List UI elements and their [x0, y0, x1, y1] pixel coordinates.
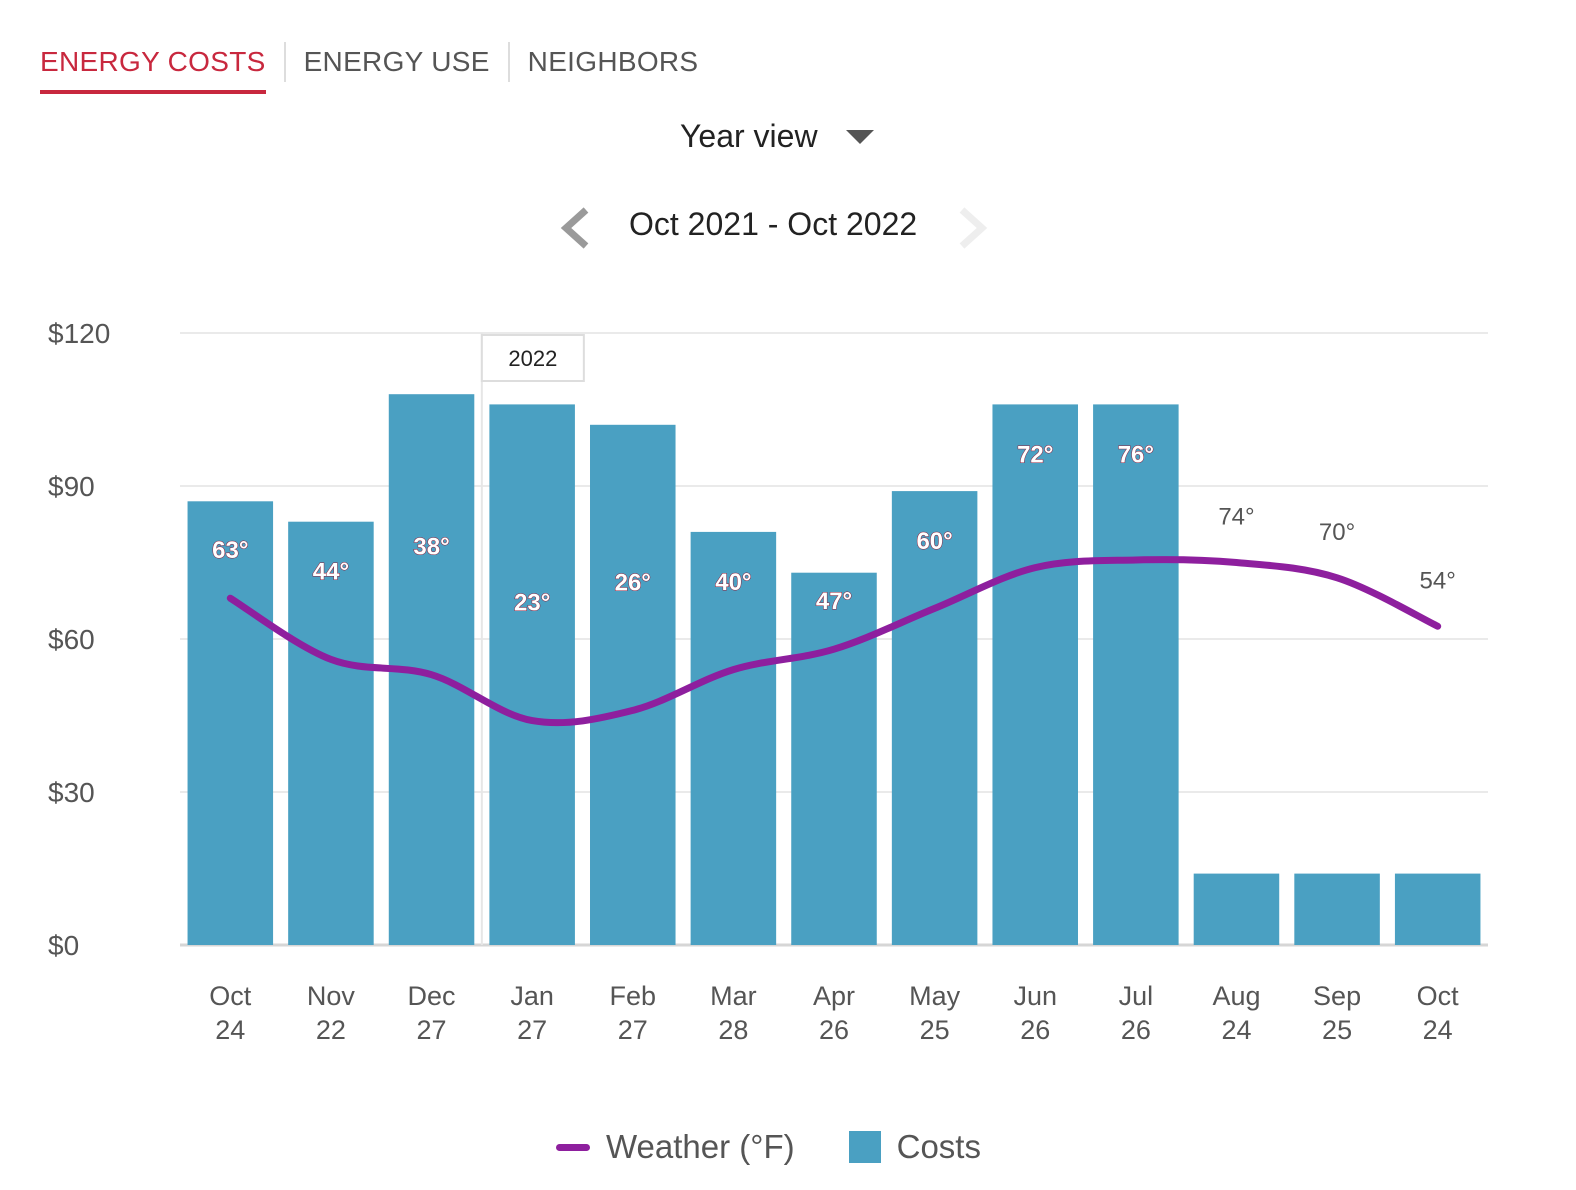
y-tick-label: $0	[48, 930, 79, 961]
cost-bar	[590, 424, 676, 945]
date-range-label: Oct 2021 - Oct 2022	[629, 206, 918, 242]
tab-divider	[507, 42, 510, 82]
tab-bar: ENERGY COSTS ENERGY USE NEIGHBORS	[40, 38, 698, 98]
legend-item-weather[interactable]: Weather (°F)	[556, 1128, 795, 1166]
x-tick-day: 22	[316, 1015, 346, 1045]
weather-temp-label: 44°	[313, 559, 349, 586]
tab-divider	[283, 42, 286, 82]
weather-temp-label: 70°	[1319, 519, 1355, 546]
energy-cost-chart: $0 $30 $60 $90 $120 2022 Oct 24 Nov 22 Dec 27 Jan 27 F…	[48, 318, 1488, 1045]
legend-label-weather: Weather (°F)	[606, 1128, 795, 1165]
x-tick-month: Feb	[610, 981, 657, 1011]
cost-bar	[1394, 873, 1481, 945]
x-tick-day: 24	[1221, 1015, 1251, 1045]
x-tick-month: Jul	[1119, 981, 1154, 1011]
x-tick-month: Oct	[1417, 981, 1460, 1011]
y-tick-label: $30	[48, 777, 95, 808]
x-tick-month: Mar	[710, 981, 757, 1011]
view-dropdown[interactable]: Year view	[680, 118, 874, 155]
view-dropdown-label: Year view	[680, 118, 818, 154]
x-tick-month: Sep	[1313, 981, 1361, 1011]
x-tick-month: Dec	[408, 981, 456, 1011]
chart-legend: Weather (°F) Costs	[556, 1128, 981, 1166]
legend-item-costs[interactable]: Costs	[795, 1128, 981, 1166]
weather-temp-label: 23°	[514, 590, 550, 617]
cost-bar	[992, 404, 1078, 945]
cost-bar	[1294, 873, 1380, 945]
year-marker-label: 2022	[508, 346, 557, 371]
x-tick-day: 26	[1121, 1015, 1151, 1045]
cost-bar	[187, 501, 274, 945]
weather-temp-label: 54°	[1420, 567, 1456, 594]
cost-bar	[288, 521, 374, 945]
cost-bar	[1093, 404, 1179, 945]
y-tick-label: $90	[48, 471, 95, 502]
chevron-left-icon[interactable]	[556, 206, 600, 250]
x-tick-month: Oct	[209, 981, 252, 1011]
weather-temp-label: 63°	[212, 537, 248, 564]
cost-bar	[489, 404, 575, 945]
x-tick-day: 27	[618, 1015, 648, 1045]
cost-bar	[690, 531, 777, 945]
y-tick-label: $60	[48, 624, 95, 655]
weather-temp-label: 76°	[1118, 441, 1154, 468]
weather-temp-label: 72°	[1017, 441, 1053, 468]
cost-bar	[1193, 873, 1280, 945]
weather-temp-label: 74°	[1218, 504, 1254, 531]
x-tick-day: 25	[920, 1015, 950, 1045]
year-marker-box	[480, 334, 585, 382]
x-tick-month: May	[909, 981, 961, 1011]
x-tick-day: 27	[517, 1015, 547, 1045]
x-tick-month: Nov	[307, 981, 356, 1011]
weather-temp-label: 40°	[715, 569, 751, 596]
x-tick-month: Jun	[1013, 981, 1057, 1011]
x-tick-day: 27	[417, 1015, 447, 1045]
x-tick-day: 26	[1020, 1015, 1050, 1045]
legend-label-costs: Costs	[896, 1128, 981, 1165]
weather-temp-label: 38°	[413, 534, 449, 561]
x-tick-day: 28	[718, 1015, 748, 1045]
x-tick-day: 25	[1322, 1015, 1352, 1045]
x-tick-month: Aug	[1212, 981, 1260, 1011]
x-tick-day: 24	[1423, 1015, 1453, 1045]
chevron-right-icon[interactable]	[952, 206, 996, 250]
x-tick-month: Apr	[813, 981, 855, 1011]
x-tick-day: 26	[819, 1015, 849, 1045]
weather-temp-label: 26°	[615, 569, 651, 596]
caret-down-icon	[845, 129, 874, 144]
weather-line	[226, 556, 1442, 727]
cost-bar	[891, 491, 978, 945]
weather-temp-label: 60°	[916, 528, 952, 555]
x-tick-month: Jan	[510, 981, 554, 1011]
y-tick-label: $120	[48, 318, 110, 349]
cost-bar	[791, 572, 877, 945]
legend-line-swatch	[556, 1143, 590, 1151]
tab-neighbors[interactable]: NEIGHBORS	[527, 46, 699, 77]
tab-energy-costs[interactable]: ENERGY COSTS	[40, 38, 266, 94]
tab-energy-use[interactable]: ENERGY USE	[303, 46, 490, 77]
date-range-navigator: Oct 2021 - Oct 2022	[556, 198, 996, 258]
weather-temp-label: 47°	[816, 588, 852, 615]
legend-box-swatch	[848, 1131, 881, 1163]
x-tick-day: 24	[215, 1015, 245, 1045]
